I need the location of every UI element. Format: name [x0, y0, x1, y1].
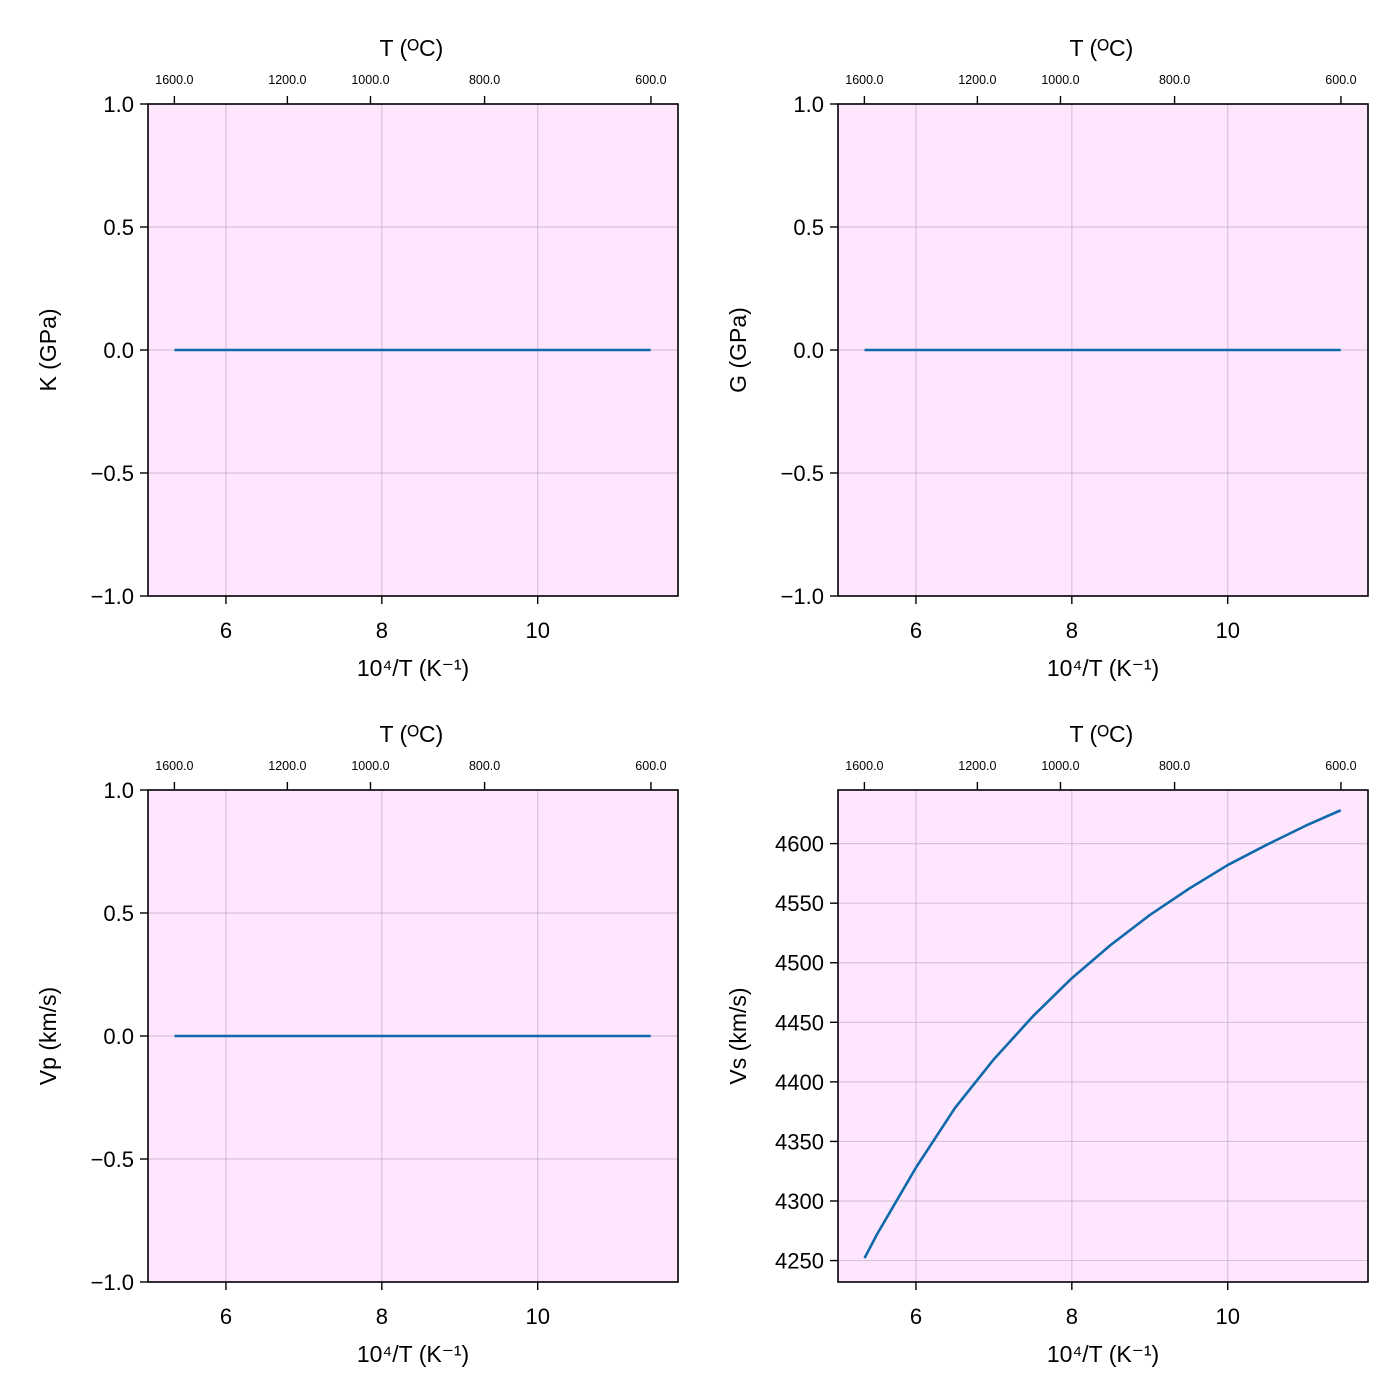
y-tick-label: −0.5 — [781, 461, 824, 486]
axes-frame — [837, 789, 1369, 1283]
y-tick-label: −1.0 — [781, 584, 824, 609]
y-tick-label: 1.0 — [103, 92, 134, 117]
panel-3: 6 8 10 −1.0 −0.5 0.0 0.5 1.0 1600.0 1200.0 1000.0 8… — [35, 721, 679, 1367]
top-tick-label: 600.0 — [635, 73, 666, 87]
x-tick-label: 6 — [910, 1304, 922, 1329]
y-tick-label: −0.5 — [91, 1147, 134, 1172]
y-tick-label: 0.0 — [793, 338, 824, 363]
y-axis-label: K (GPa) — [35, 308, 61, 391]
panel-1: 6 8 10 −1.0 −0.5 0.0 0.5 1.0 1600.0 1200.0 1000.0 8… — [35, 35, 679, 681]
y-tick-label: 0.0 — [103, 338, 134, 363]
y-tick-label: 4550 — [775, 891, 824, 916]
y-axis-label: Vs (km/s) — [725, 987, 751, 1084]
top-tick-label: 800.0 — [1159, 73, 1190, 87]
top-tick-label: 800.0 — [469, 759, 500, 773]
panel-4: 6 8 10 4250 4300 4350 4400 4450 4500 4550 4600 1600… — [725, 721, 1369, 1367]
x-tick-label: 8 — [1066, 618, 1078, 643]
y-tick-label: 4400 — [775, 1070, 824, 1095]
x-axis-label: 10⁴/T (K⁻¹) — [1047, 1341, 1159, 1367]
y-tick-label: 0.0 — [103, 1024, 134, 1049]
top-tick-label: 1600.0 — [155, 73, 193, 87]
y-tick-label: 4350 — [775, 1129, 824, 1154]
top-axis-label: T (ᴼC) — [380, 721, 444, 747]
top-tick-label: 1600.0 — [845, 759, 883, 773]
series-line — [863, 809, 1342, 1259]
x-tick-label: 6 — [220, 618, 232, 643]
y-tick-label: 4600 — [775, 832, 824, 857]
top-tick-label: 1200.0 — [268, 759, 306, 773]
top-tick-label: 1000.0 — [351, 759, 389, 773]
y-tick-label: 1.0 — [793, 92, 824, 117]
y-tick-label: 1.0 — [103, 778, 134, 803]
y-tick-label: 4500 — [775, 951, 824, 976]
top-tick-label: 600.0 — [635, 759, 666, 773]
y-tick-label: 4450 — [775, 1010, 824, 1035]
x-tick-label: 10 — [1215, 1304, 1239, 1329]
y-tick-label: 4250 — [775, 1249, 824, 1274]
plot-area — [838, 790, 1368, 1282]
panel-2: 6 8 10 −1.0 −0.5 0.0 0.5 1.0 1600.0 1200.0 1000.0 8… — [725, 35, 1369, 681]
top-axis-label: T (ᴼC) — [1070, 721, 1134, 747]
top-axis-label: T (ᴼC) — [1070, 35, 1134, 61]
top-tick-label: 1200.0 — [268, 73, 306, 87]
x-tick-label: 6 — [220, 1304, 232, 1329]
x-tick-label: 10 — [1215, 618, 1239, 643]
top-tick-label: 1000.0 — [1041, 759, 1079, 773]
y-tick-label: −1.0 — [91, 584, 134, 609]
top-tick-label: 1000.0 — [1041, 73, 1079, 87]
top-axis-label: T (ᴼC) — [380, 35, 444, 61]
x-axis-label: 10⁴/T (K⁻¹) — [1047, 655, 1159, 681]
x-tick-label: 8 — [1066, 1304, 1078, 1329]
top-tick-label: 800.0 — [469, 73, 500, 87]
y-tick-label: 0.5 — [103, 901, 134, 926]
top-tick-label: 1000.0 — [351, 73, 389, 87]
y-tick-label: −0.5 — [91, 461, 134, 486]
x-tick-label: 6 — [910, 618, 922, 643]
y-tick-label: −1.0 — [91, 1270, 134, 1295]
top-tick-label: 1200.0 — [958, 73, 996, 87]
top-tick-label: 600.0 — [1325, 759, 1356, 773]
x-axis-label: 10⁴/T (K⁻¹) — [357, 655, 469, 681]
top-tick-label: 1200.0 — [958, 759, 996, 773]
x-tick-label: 8 — [376, 618, 388, 643]
x-tick-label: 8 — [376, 1304, 388, 1329]
top-tick-label: 800.0 — [1159, 759, 1190, 773]
y-tick-label: 4300 — [775, 1189, 824, 1214]
top-tick-label: 600.0 — [1325, 73, 1356, 87]
y-axis-label: Vp (km/s) — [35, 987, 61, 1085]
y-tick-label: 0.5 — [793, 215, 824, 240]
y-tick-label: 0.5 — [103, 215, 134, 240]
x-axis-label: 10⁴/T (K⁻¹) — [357, 1341, 469, 1367]
x-tick-label: 10 — [525, 618, 549, 643]
top-tick-label: 1600.0 — [845, 73, 883, 87]
x-tick-label: 10 — [525, 1304, 549, 1329]
y-axis-label: G (GPa) — [725, 307, 751, 393]
top-tick-label: 1600.0 — [155, 759, 193, 773]
